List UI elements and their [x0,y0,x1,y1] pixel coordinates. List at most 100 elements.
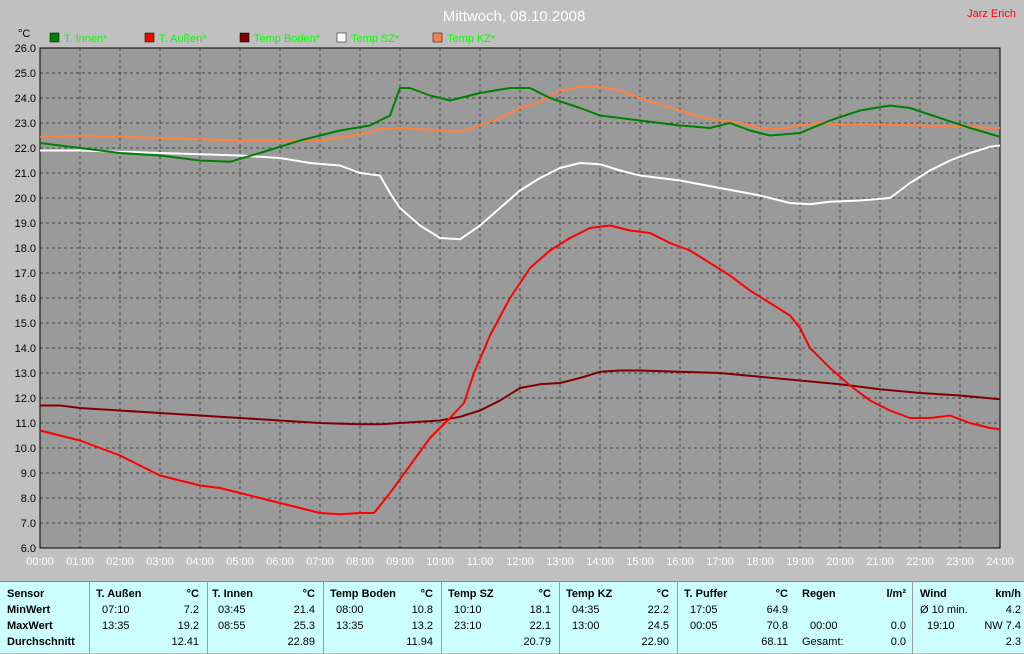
stats-column-regen: Regen l/m² 00:00 0.0 Gesamt: 0.0 [796,582,913,654]
min-value: 10.8 [411,604,433,616]
column-header: Temp KZ [566,588,613,600]
x-tick-label: 21:00 [866,556,894,568]
row-label-max: MaxWert [7,620,53,632]
max-value: 70.8 [766,620,788,632]
legend-item-2: Temp Boden* [239,32,321,45]
x-tick-label: 20:00 [826,556,854,568]
series-line-3 [40,144,1001,241]
legend-swatch [336,32,347,43]
max-time: 23:10 [454,620,482,632]
y-tick-label: 26.0 [15,43,36,55]
column-unit: °C [775,588,788,600]
y-tick-label: 12.0 [15,393,36,405]
column-unit: °C [538,588,551,600]
regen-total-value: 0.0 [890,636,906,648]
legend: T. Innen* T. Außen* Temp Boden* Temp SZ* Tem… [49,32,496,45]
y-tick-label: 25.0 [15,68,36,80]
legend-item-4: Temp KZ* [432,32,496,45]
max-time: 13:35 [336,620,364,632]
wind-avg-label: Ø 10 min. [920,604,968,616]
max-time: 00:05 [690,620,718,632]
x-tick-label: 24:00 [986,556,1014,568]
column-header: T. Innen [212,588,253,600]
legend-swatch [239,32,250,43]
column-header: T. Außen [96,588,142,600]
stats-column-3: Temp SZ °C 10:10 18.1 23:10 22.1 20.79 [442,582,560,654]
y-tick-label: 13.0 [15,368,36,380]
legend-swatch [432,32,443,43]
grid-lines [40,48,1000,548]
x-tick-label: 01:00 [66,556,94,568]
min-value: 7.2 [183,604,199,616]
legend-label: Temp Boden* [254,33,321,45]
temperature-chart: 6.0 7.0 8.0 9.0 10.0 11.0 12.0 13.0 14.0 15.0 16.0… [15,8,1016,568]
avg-value: 68.11 [761,636,788,648]
legend-label: T. Innen* [64,33,108,45]
y-tick-label: 17.0 [15,268,36,280]
avg-value: 22.90 [641,636,669,648]
x-tick-label: 19:00 [786,556,814,568]
column-header: Regen [802,588,836,600]
y-tick-label: 15.0 [15,318,36,330]
row-label-sensor: Sensor [7,588,45,600]
avg-value: 12.41 [171,636,199,648]
column-unit: °C [186,588,199,600]
legend-swatch [144,32,155,43]
x-tick-label: 15:00 [626,556,654,568]
y-tick-label: 16.0 [15,293,36,305]
y-tick-label: 23.0 [15,118,36,130]
stats-column-5: T. Puffer °C 17:05 64.9 00:05 70.8 68.11 [678,582,796,654]
x-axis: 00:00 01:00 02:00 03:00 04:00 05:00 06:00 07:00… [26,556,1014,568]
y-tick-label: 11.0 [15,418,36,430]
x-tick-label: 23:00 [946,556,974,568]
min-time: 08:00 [336,604,364,616]
x-tick-label: 03:00 [146,556,174,568]
max-time: 08:55 [218,620,246,632]
wind-max-value: NW 7.4 [984,620,1021,632]
x-tick-label: 17:00 [706,556,734,568]
column-unit: °C [656,588,669,600]
x-tick-label: 14:00 [586,556,614,568]
column-unit: °C [302,588,315,600]
series-line-1 [39,224,1001,516]
min-time: 07:10 [102,604,130,616]
x-tick-label: 00:00 [26,556,54,568]
column-unit: l/m² [886,588,906,600]
stats-column-wind: Wind km/h Ø 10 min. 4.2 19:10 NW 7.4 2.3 [913,582,1024,654]
series-line-0 [39,87,1001,163]
column-header: Temp Boden [330,588,396,600]
x-tick-label: 16:00 [666,556,694,568]
author-label: Jarz Erich [967,8,1016,20]
min-value: 18.1 [529,604,551,616]
chart-title: Mittwoch, 08.10.2008 [443,8,586,25]
series-line-2 [40,369,1001,426]
stats-column-4: Temp KZ °C 04:35 22.2 13:00 24.5 22.90 [560,582,678,654]
statistics-table: Sensor MinWert MaxWert Durchschnitt T. A… [0,581,1024,654]
row-label-min: MinWert [7,604,51,616]
regen-value: 0.0 [890,620,906,632]
stats-column-0: T. Außen °C 07:10 7.2 13:35 19.2 12.41 [90,582,208,654]
legend-item-1: T. Außen* [144,32,207,45]
min-value: 21.4 [293,604,315,616]
regen-time: 00:00 [810,620,838,632]
regen-total-label: Gesamt: [802,636,844,648]
avg-value: 20.79 [523,636,551,648]
min-time: 03:45 [218,604,246,616]
x-tick-label: 13:00 [546,556,574,568]
max-value: 24.5 [647,620,669,632]
wind-avg-value: 4.2 [1005,604,1021,616]
max-value: 13.2 [411,620,433,632]
y-tick-label: 7.0 [21,518,36,530]
max-time: 13:35 [102,620,130,632]
x-tick-label: 18:00 [746,556,774,568]
stats-column-2: Temp Boden °C 08:00 10.8 13:35 13.2 11.94 [324,582,442,654]
min-time: 17:05 [690,604,718,616]
legend-label: Temp KZ* [447,33,496,45]
x-tick-label: 11:00 [467,556,494,568]
max-value: 25.3 [293,620,315,632]
x-tick-label: 04:00 [186,556,214,568]
max-value: 22.1 [529,620,551,632]
y-tick-label: 6.0 [21,543,36,555]
x-tick-label: 09:00 [386,556,414,568]
row-label-avg: Durchschnitt [7,636,75,648]
